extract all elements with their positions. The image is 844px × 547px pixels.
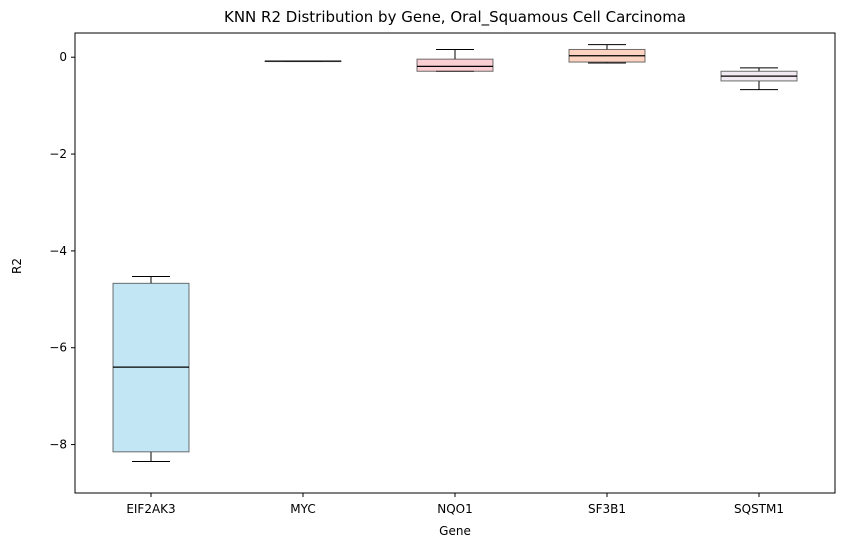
- plot-area: [112, 44, 798, 463]
- y-tick-label: −2: [49, 147, 67, 161]
- x-tick-label: EIF2AK3: [126, 502, 175, 516]
- box-sf3b1: [568, 44, 646, 64]
- x-tick-label: SF3B1: [588, 502, 626, 516]
- y-axis-label: R2: [10, 258, 24, 274]
- y-tick-label: −6: [49, 341, 67, 355]
- chart-title: KNN R2 Distribution by Gene, Oral_Squamo…: [224, 8, 686, 27]
- x-axis: EIF2AK3 MYC NQO1 SF3B1 SQSTM1: [126, 493, 784, 516]
- y-tick-label: −8: [49, 438, 67, 452]
- x-axis-label: Gene: [439, 524, 471, 538]
- box-nqo1: [416, 48, 494, 72]
- y-axis: 0 −2 −4 −6 −8: [49, 50, 75, 452]
- y-tick-label: −4: [49, 244, 67, 258]
- x-tick-label: MYC: [290, 502, 315, 516]
- y-tick-label: 0: [59, 50, 67, 64]
- box-myc: [264, 60, 342, 63]
- box-sqstm1: [720, 67, 798, 91]
- plot-frame: [74, 32, 836, 494]
- x-tick-label: NQO1: [437, 502, 473, 516]
- iqr-box: [416, 58, 494, 72]
- box-eif2ak3: [112, 276, 190, 463]
- x-tick-label: SQSTM1: [734, 502, 784, 516]
